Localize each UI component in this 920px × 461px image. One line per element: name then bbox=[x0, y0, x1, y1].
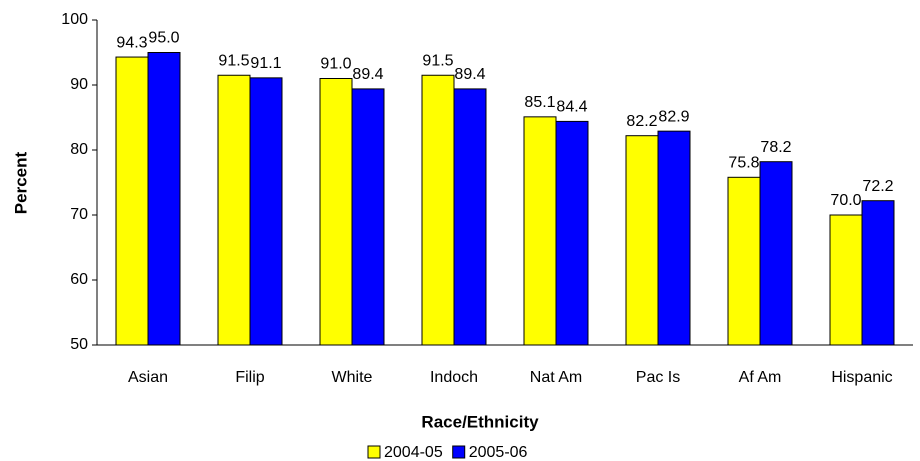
bar bbox=[727, 176, 761, 346]
x-axis-title: Race/Ethnicity bbox=[421, 412, 539, 431]
y-tick-label: 100 bbox=[61, 11, 88, 28]
bar bbox=[657, 130, 691, 346]
y-tick-label: 60 bbox=[70, 271, 88, 288]
x-tick-label: Pac Is bbox=[636, 369, 680, 386]
value-label: 70.0 bbox=[830, 192, 861, 209]
value-label: 72.2 bbox=[862, 178, 893, 195]
bar bbox=[759, 161, 793, 346]
y-tick-label: 50 bbox=[70, 336, 88, 353]
bar bbox=[249, 77, 283, 346]
value-label: 84.4 bbox=[556, 99, 587, 116]
value-label: 91.0 bbox=[320, 56, 351, 73]
value-label: 82.9 bbox=[658, 108, 689, 125]
bar bbox=[829, 214, 863, 346]
x-tick-label: Filip bbox=[235, 369, 264, 386]
x-tick-label: Af Am bbox=[739, 369, 782, 386]
bar bbox=[523, 116, 557, 346]
x-tick-label: Asian bbox=[128, 369, 168, 386]
x-tick-label: White bbox=[332, 369, 373, 386]
y-tick-label: 70 bbox=[70, 206, 88, 223]
value-label: 82.2 bbox=[626, 113, 657, 130]
value-label: 95.0 bbox=[148, 30, 179, 47]
bar bbox=[861, 200, 895, 346]
bar bbox=[555, 120, 589, 346]
legend-swatch bbox=[367, 445, 381, 459]
bar bbox=[625, 135, 659, 346]
legend-swatch bbox=[452, 445, 466, 459]
y-tick-label: 80 bbox=[70, 141, 88, 158]
x-tick-label: Indoch bbox=[430, 369, 478, 386]
value-label: 94.3 bbox=[116, 34, 147, 51]
value-label: 89.4 bbox=[454, 66, 485, 83]
bar bbox=[319, 78, 353, 346]
y-tick-label: 90 bbox=[70, 76, 88, 93]
bar bbox=[147, 52, 181, 346]
value-label: 85.1 bbox=[524, 94, 555, 111]
bar bbox=[115, 56, 149, 346]
value-label: 78.2 bbox=[760, 139, 791, 156]
bar bbox=[217, 74, 251, 346]
value-label: 91.1 bbox=[250, 55, 281, 72]
value-label: 75.8 bbox=[728, 155, 759, 172]
x-tick-label: Hispanic bbox=[831, 369, 892, 386]
value-label: 91.5 bbox=[218, 52, 249, 69]
y-axis-title: Percent bbox=[11, 151, 30, 214]
value-label: 91.5 bbox=[422, 52, 453, 69]
bar bbox=[351, 88, 385, 346]
legend-label: 2005-06 bbox=[469, 444, 528, 461]
x-tick-label: Nat Am bbox=[530, 369, 582, 386]
bar bbox=[421, 74, 455, 346]
legend-label: 2004-05 bbox=[384, 444, 443, 461]
value-label: 89.4 bbox=[352, 66, 383, 83]
bar bbox=[453, 88, 487, 346]
